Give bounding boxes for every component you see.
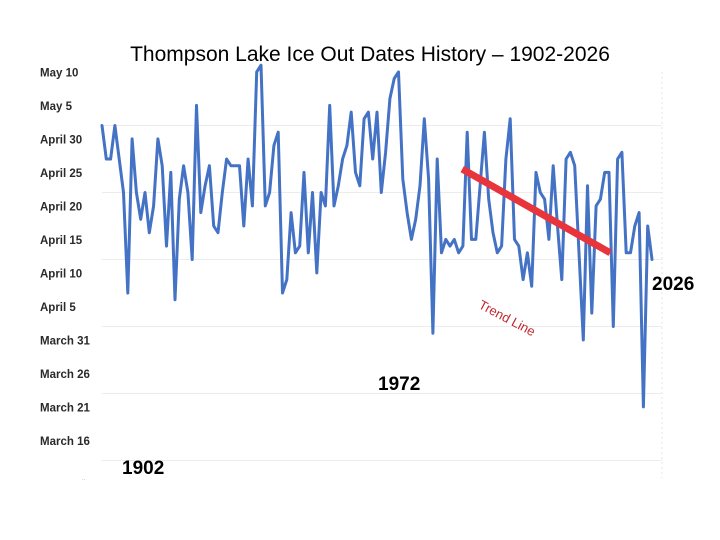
- trend-line-label: Trend Line: [476, 297, 537, 339]
- y-tick-label: April 10: [40, 269, 82, 281]
- y-tick-label: May 5: [40, 101, 73, 113]
- chart-title: Thompson Lake Ice Out Dates History – 19…: [130, 43, 610, 66]
- mid-year-label: 1972: [378, 374, 420, 395]
- y-tick-label: April 25: [40, 168, 83, 180]
- y-tick-label: April 30: [40, 135, 82, 147]
- y-tick-label: April 15: [40, 235, 83, 247]
- axis-origin-mark: ..: [82, 476, 86, 482]
- y-tick-label: April 20: [40, 202, 82, 214]
- ice-out-series-line: [100, 63, 654, 409]
- y-tick-label: April 5: [40, 302, 76, 314]
- y-tick-label: March 21: [40, 403, 90, 415]
- start-year-label: 1902: [122, 458, 164, 479]
- y-tick-label: March 16: [40, 436, 90, 448]
- y-axis-labels: May 10 May 5 April 30 April 25 April 20 April…: [40, 68, 90, 449]
- y-tick-label: May 10: [40, 68, 78, 80]
- trend-line: [460, 166, 612, 256]
- y-tick-label: March 31: [40, 336, 90, 348]
- y-tick-label: March 26: [40, 369, 90, 381]
- end-year-label: 2026: [652, 274, 694, 295]
